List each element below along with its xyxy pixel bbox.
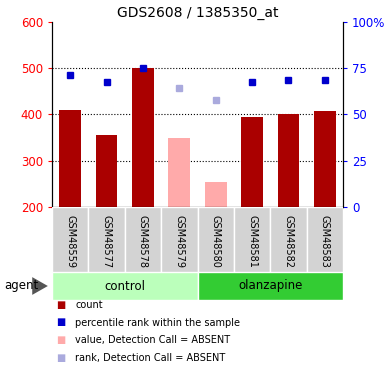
Bar bbox=[59, 110, 81, 207]
Text: olanzapine: olanzapine bbox=[238, 279, 303, 292]
Bar bbox=[95, 135, 117, 207]
Bar bbox=[241, 117, 263, 207]
Bar bbox=[306, 207, 343, 272]
Text: GSM48580: GSM48580 bbox=[211, 215, 221, 268]
Text: ■: ■ bbox=[56, 352, 65, 363]
Bar bbox=[314, 111, 336, 207]
Text: ■: ■ bbox=[56, 318, 65, 327]
Text: ■: ■ bbox=[56, 300, 65, 310]
Text: GSM48559: GSM48559 bbox=[65, 215, 75, 268]
Text: count: count bbox=[75, 300, 103, 310]
Text: rank, Detection Call = ABSENT: rank, Detection Call = ABSENT bbox=[75, 352, 225, 363]
Bar bbox=[125, 207, 161, 272]
Bar bbox=[52, 207, 89, 272]
Bar bbox=[52, 272, 198, 300]
Bar bbox=[89, 207, 125, 272]
Text: agent: agent bbox=[4, 279, 38, 292]
Bar bbox=[198, 272, 343, 300]
Text: GSM48578: GSM48578 bbox=[138, 215, 148, 268]
Bar bbox=[234, 207, 270, 272]
Text: value, Detection Call = ABSENT: value, Detection Call = ABSENT bbox=[75, 335, 230, 345]
Text: control: control bbox=[104, 279, 145, 292]
Text: GSM48579: GSM48579 bbox=[174, 215, 184, 268]
Text: percentile rank within the sample: percentile rank within the sample bbox=[75, 318, 240, 327]
Bar bbox=[270, 207, 306, 272]
Text: GSM48583: GSM48583 bbox=[320, 215, 330, 268]
Polygon shape bbox=[32, 277, 48, 295]
Text: GSM48577: GSM48577 bbox=[102, 215, 112, 268]
Bar bbox=[198, 207, 234, 272]
Bar bbox=[132, 68, 154, 207]
Title: GDS2608 / 1385350_at: GDS2608 / 1385350_at bbox=[117, 6, 278, 20]
Bar bbox=[278, 114, 300, 207]
Bar bbox=[205, 182, 227, 207]
Text: ■: ■ bbox=[56, 335, 65, 345]
Text: GSM48581: GSM48581 bbox=[247, 215, 257, 268]
Bar bbox=[161, 207, 198, 272]
Text: GSM48582: GSM48582 bbox=[283, 215, 293, 268]
Bar bbox=[168, 138, 190, 207]
